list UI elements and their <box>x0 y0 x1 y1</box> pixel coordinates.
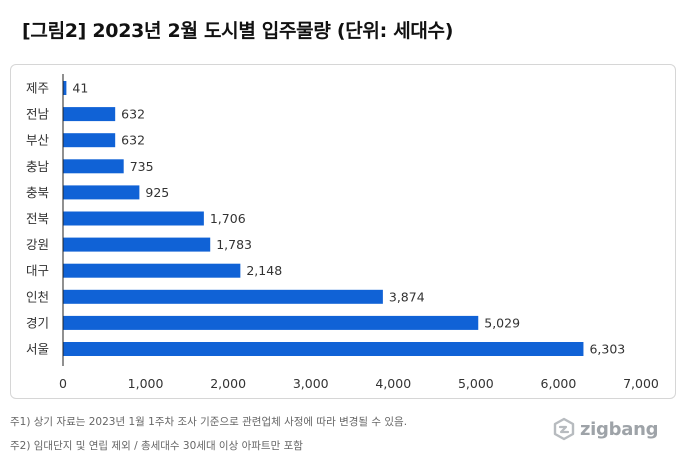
bar-6 <box>63 211 204 226</box>
value-label: 2,148 <box>246 263 282 278</box>
bar-3 <box>63 133 116 148</box>
value-label: 5,029 <box>484 315 520 330</box>
chart-frame <box>10 64 676 399</box>
value-label: 632 <box>121 133 145 148</box>
value-label: 925 <box>145 185 169 200</box>
category-label: 경기 <box>26 315 49 330</box>
category-label: 제주 <box>26 81 49 96</box>
category-label: 부산 <box>26 133 50 148</box>
x-tick-label: 1,000 <box>128 376 164 391</box>
value-label: 3,874 <box>389 289 425 304</box>
bar-11 <box>63 342 584 356</box>
value-label: 632 <box>121 107 145 122</box>
x-tick-label: 0 <box>59 376 67 391</box>
bar-10 <box>63 315 479 330</box>
bar-7 <box>63 237 211 252</box>
category-label: 서울 <box>26 342 49 357</box>
bar-4 <box>63 159 124 174</box>
category-label: 전남 <box>26 107 50 122</box>
value-label: 735 <box>130 159 154 174</box>
value-label: 1,706 <box>210 211 246 226</box>
value-label: 1,783 <box>216 237 252 252</box>
bar-5 <box>63 185 140 200</box>
category-label: 강원 <box>26 237 49 252</box>
x-tick-label: 4,000 <box>375 376 411 391</box>
category-label: 인천 <box>26 289 49 304</box>
bar-2 <box>63 107 116 122</box>
x-tick-label: 7,000 <box>623 376 659 391</box>
bar-1 <box>63 81 67 95</box>
category-label: 충남 <box>26 159 50 174</box>
bar-8 <box>63 263 241 278</box>
zigbang-logo: zigbang <box>552 416 658 442</box>
footnote-2: 주2) 임대단지 및 연립 제외 / 총세대수 30세대 이상 아파트만 포함 <box>10 440 303 452</box>
chart-title: [그림2] 2023년 2월 도시별 입주물량 (단위: 세대수) <box>22 20 454 42</box>
zigbang-logo-text: zigbang <box>580 418 659 440</box>
bar-9 <box>63 289 383 304</box>
zigbang-logo-icon <box>553 417 575 441</box>
category-label: 전북 <box>26 211 49 226</box>
x-tick-label: 5,000 <box>458 376 494 391</box>
x-tick-label: 2,000 <box>210 376 246 391</box>
x-tick-label: 6,000 <box>541 376 577 391</box>
category-label: 대구 <box>26 263 49 278</box>
x-tick-label: 3,000 <box>293 376 329 391</box>
footnote-1: 주1) 상기 자료는 2023년 1월 1주차 조사 기준으로 관련업체 사정에… <box>10 416 408 428</box>
value-label: 41 <box>72 81 88 96</box>
value-label: 6,303 <box>589 342 625 357</box>
category-label: 충북 <box>26 185 49 200</box>
